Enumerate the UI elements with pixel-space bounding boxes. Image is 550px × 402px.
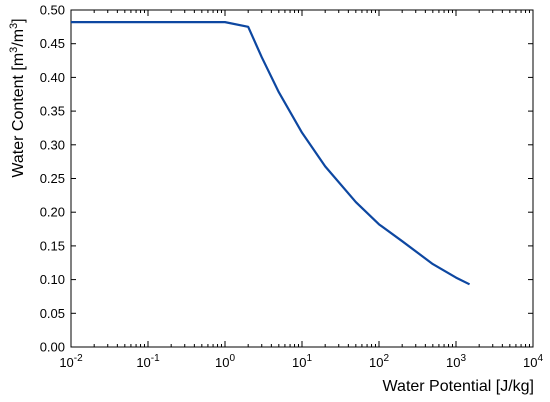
- y-tick-label: 0.25: [40, 171, 65, 186]
- y-tick-label: 0.45: [40, 36, 65, 51]
- x-tick-label-exp: -1: [151, 353, 160, 364]
- y-tick-label: 0.35: [40, 104, 65, 119]
- x-tick-label-base: 10: [292, 355, 306, 370]
- x-tick-label: 10-1: [136, 353, 160, 370]
- x-tick-label-exp: 4: [537, 353, 543, 364]
- x-tick-label-base: 10: [523, 355, 537, 370]
- plot-frame: [70, 9, 534, 348]
- y-tick-label: 0.00: [40, 340, 65, 355]
- y-tick-label: 0.20: [40, 205, 65, 220]
- y-axis-title: Water Content [m3/m3]: [8, 18, 27, 177]
- y-tick-label: 0.05: [40, 306, 65, 321]
- x-tick-label-base: 10: [215, 355, 229, 370]
- y-tick-label: 0.50: [40, 3, 65, 18]
- series-line: [71, 21, 471, 286]
- x-tick-label-exp: 3: [460, 353, 466, 364]
- y-axis-title-sup1: 3: [8, 47, 20, 53]
- y-axis-ticks: 0.00 0.05 0.10 0.15 0.20 0.25 0.30 0.35 0.40 0.45…: [40, 3, 533, 355]
- x-axis-title: Water Potential [J/kg]: [383, 378, 534, 395]
- y-tick-label: 0.15: [40, 238, 65, 253]
- x-tick-label-base: 10: [446, 355, 460, 370]
- x-tick-label-base: 10: [59, 355, 73, 370]
- y-tick-label: 0.40: [40, 70, 65, 85]
- x-tick-label-base: 10: [136, 355, 150, 370]
- x-tick-label: 10-2: [59, 353, 83, 370]
- x-tick-label-exp: 2: [383, 353, 389, 364]
- x-tick-label: 104: [523, 353, 543, 370]
- y-tick-label: 0.30: [40, 137, 65, 152]
- x-tick-label-base: 10: [369, 355, 383, 370]
- y-axis-title-sup2: 3: [8, 23, 20, 29]
- x-tick-label-exp: 0: [229, 353, 235, 364]
- x-tick-label: 100: [215, 353, 235, 370]
- x-tick-label-exp: 1: [306, 353, 312, 364]
- y-axis-title-suffix: ]: [10, 18, 27, 22]
- x-axis-ticks: 10-2 10-1 100 101 102 103 104: [59, 10, 543, 370]
- series-layer: [71, 21, 471, 286]
- y-tick-label: 0.10: [40, 272, 65, 287]
- y-axis-title-prefix: Water Content [m: [10, 53, 27, 178]
- y-axis-title-mid: /m: [10, 29, 27, 47]
- x-tick-label: 103: [446, 353, 466, 370]
- x-tick-label: 102: [369, 353, 389, 370]
- x-tick-label: 101: [292, 353, 312, 370]
- x-tick-label-exp: -2: [74, 353, 83, 364]
